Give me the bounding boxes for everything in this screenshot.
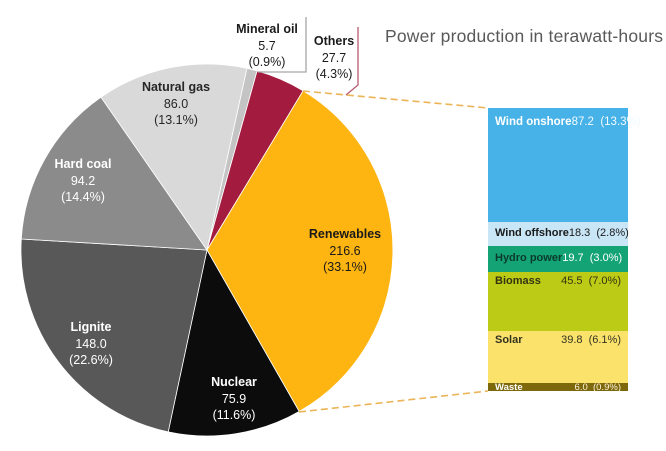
bar-segment-hydro-power: Hydro power 19.7 (3.0%) (488, 245, 628, 272)
pie-slice-lignite (20, 238, 208, 433)
bar-segment-biomass: Biomass 45.5 (7.0%) (488, 271, 628, 332)
bar-segment-label: Hydro power (495, 252, 563, 265)
bar-segment-value: 45.5 (7.0%) (561, 274, 621, 287)
chart-title: Power production in terawatt-hours (TWh) (385, 26, 666, 46)
bar-segment-waste: Waste 6.0 (0.9%) (488, 381, 628, 393)
bar-segment-label: Biomass (495, 274, 541, 287)
mineral-oil-leader-line (258, 17, 307, 73)
bar-segment-value: 6.0 (0.9%) (574, 381, 621, 393)
bar-segment-value: 18.3 (2.8%) (568, 227, 629, 240)
bar-segment-wind-offshore: Wind offshore 18.3 (2.8%) (488, 222, 629, 246)
renewables-breakdown-bar: Wind onshore 87.2 (13.3%) Wind offshore 18.… (488, 108, 641, 393)
bar-segment-label: Wind offshore (495, 227, 569, 240)
others-leader-line (345, 27, 359, 96)
pie-slice-natural-gas (100, 63, 248, 251)
pie-slice-hard-coal (20, 96, 208, 251)
bar-segment-label: Solar (495, 334, 523, 347)
bar-segment-label: Waste (495, 381, 523, 393)
pie-slices-group (20, 63, 394, 437)
breakdown-connector-top (302, 90, 489, 109)
bar-segment-label: Wind onshore (495, 116, 572, 128)
bar-segment-value: 39.8 (6.1%) (561, 334, 621, 347)
bar-segment-wind-onshore: Wind onshore 87.2 (13.3%) (488, 108, 641, 222)
breakdown-connector-bottom (298, 390, 489, 413)
bar-segment-value: 19.7 (3.0%) (562, 252, 623, 265)
bar-segment-value: 87.2 (13.3%) (571, 116, 641, 128)
bar-segment-solar: Solar 39.8 (6.1%) (488, 331, 628, 384)
pie-slice-nuclear (167, 248, 300, 437)
